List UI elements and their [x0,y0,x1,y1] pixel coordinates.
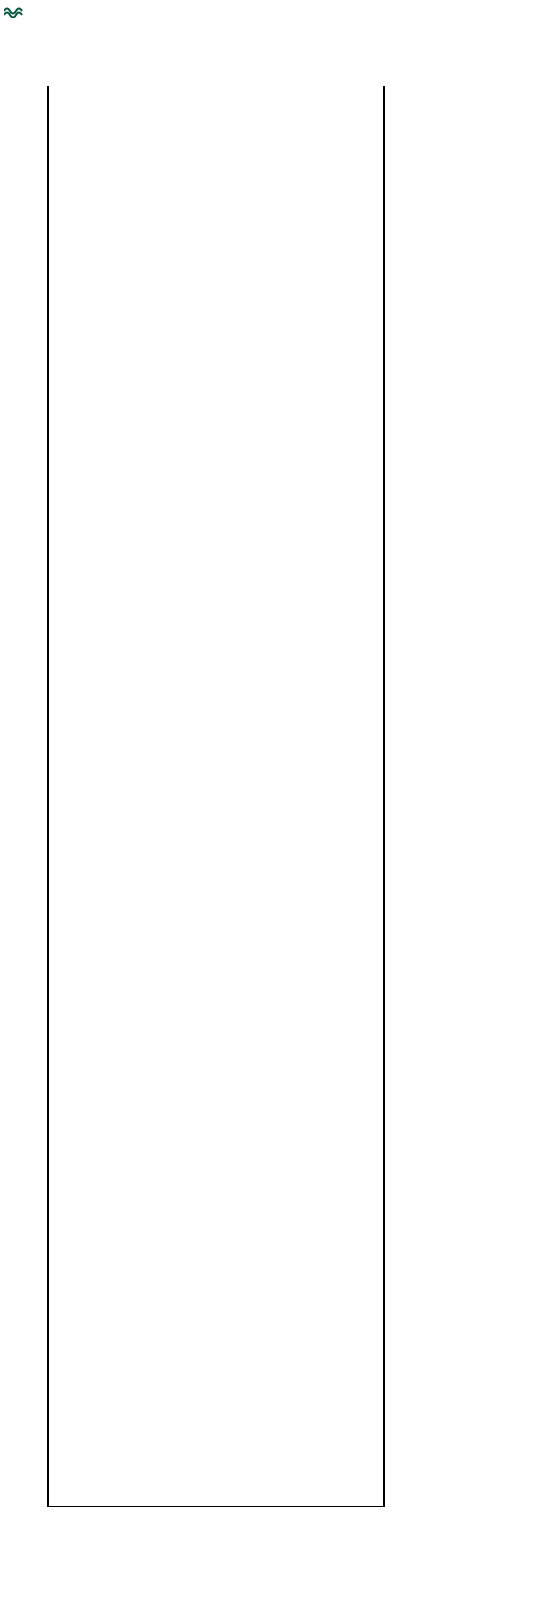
right-time-axis [384,86,444,1507]
waveform-plot [450,86,546,1507]
spectrogram-canvas [48,86,384,1507]
waveform-canvas [450,86,546,1507]
wave-icon [4,4,24,18]
left-time-axis [0,86,48,1507]
usgs-logo [4,4,26,18]
frequency-axis [48,1507,384,1547]
spectrogram-plot [48,86,384,1507]
